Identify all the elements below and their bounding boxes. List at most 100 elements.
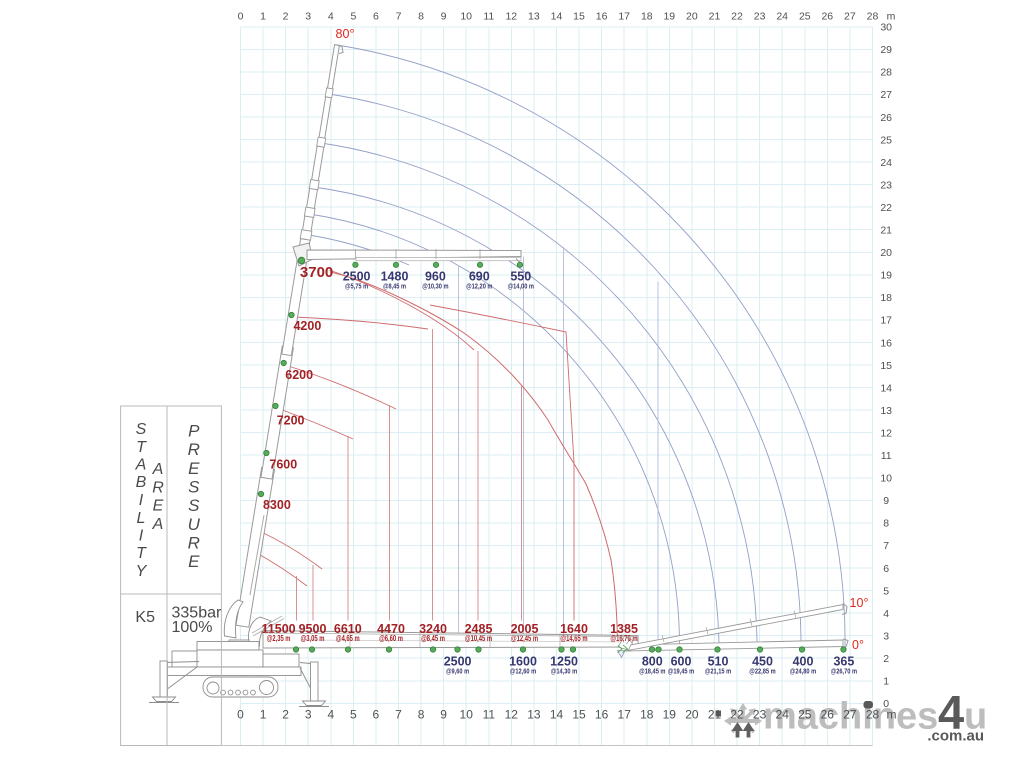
svg-text:3: 3 [305,10,311,22]
svg-text:7200: 7200 [277,414,305,428]
svg-text:960: 960 [425,270,446,284]
svg-text:@8,45 m: @8,45 m [383,282,406,291]
svg-text:@24,80 m: @24,80 m [790,667,817,676]
svg-text:K5: K5 [135,609,155,626]
svg-text:600: 600 [671,655,692,669]
svg-text:@8,45 m: @8,45 m [421,634,445,643]
svg-text:4470: 4470 [377,622,405,636]
svg-text:@5,75 m: @5,75 m [345,282,368,291]
svg-text:2485: 2485 [465,622,493,636]
svg-text:30: 30 [880,22,892,34]
svg-text:25: 25 [799,10,811,22]
svg-text:550: 550 [510,270,531,284]
svg-text:26: 26 [821,708,835,722]
svg-text:@3,05 m: @3,05 m [301,634,325,643]
svg-text:0: 0 [238,10,244,22]
svg-text:2500: 2500 [343,270,371,284]
svg-text:26: 26 [880,112,892,124]
svg-text:13: 13 [880,405,892,417]
svg-text:18: 18 [880,292,892,304]
svg-text:450: 450 [752,655,773,669]
svg-text:6200: 6200 [285,368,313,382]
svg-text:4: 4 [883,608,889,620]
svg-text:6: 6 [373,10,379,22]
svg-text:@2,35 m: @2,35 m [267,634,291,643]
svg-text:1385: 1385 [610,622,638,636]
svg-text:690: 690 [469,270,490,284]
svg-text:S: S [188,477,200,496]
svg-text:2: 2 [883,653,889,665]
svg-text:R: R [152,479,164,496]
svg-text:27: 27 [844,10,856,22]
svg-text:18: 18 [640,708,654,722]
svg-text:u: u [964,696,987,738]
svg-text:23: 23 [880,179,892,191]
svg-text:3: 3 [883,630,889,642]
svg-text:23: 23 [753,708,767,722]
svg-text:12: 12 [880,428,892,440]
svg-text:I: I [139,528,144,545]
svg-text:12: 12 [505,10,517,22]
svg-text:20: 20 [685,708,699,722]
svg-text:P: P [188,422,200,441]
svg-text:3700: 3700 [300,264,333,281]
svg-text:23: 23 [754,10,766,22]
svg-text:16: 16 [880,337,892,349]
svg-text:@12,60 m: @12,60 m [510,667,537,676]
svg-text:335bar: 335bar [172,605,222,622]
svg-text:20: 20 [686,10,698,22]
svg-text:24: 24 [880,157,892,169]
svg-text:0°: 0° [852,638,864,652]
svg-text:21: 21 [708,708,722,722]
svg-text:.com.au: .com.au [927,728,984,745]
svg-text:21: 21 [709,10,721,22]
svg-text:28: 28 [867,10,879,22]
svg-text:19: 19 [880,270,892,282]
svg-text:T: T [136,545,147,562]
svg-text:9500: 9500 [299,622,327,636]
svg-text:28: 28 [866,708,880,722]
svg-text:19: 19 [663,10,675,22]
svg-text:@19,45 m: @19,45 m [668,667,695,676]
svg-text:2: 2 [283,10,289,22]
svg-text:U: U [188,515,201,534]
svg-text:27: 27 [880,89,892,101]
svg-text:E: E [188,459,200,478]
svg-text:2500: 2500 [444,655,472,669]
svg-text:2: 2 [282,708,289,722]
svg-text:15: 15 [573,10,585,22]
svg-text:5: 5 [350,708,357,722]
svg-text:@26,70 m: @26,70 m [831,667,858,676]
svg-text:17: 17 [880,315,892,327]
svg-text:@10,45 m: @10,45 m [465,634,492,643]
svg-text:9: 9 [440,708,447,722]
svg-text:A: A [152,461,164,478]
svg-text:4: 4 [328,10,334,22]
svg-text:@12,45 m: @12,45 m [511,634,538,643]
svg-text:17: 17 [618,10,630,22]
svg-text:22: 22 [730,708,744,722]
svg-text:1480: 1480 [381,270,409,284]
svg-text:@22,85 m: @22,85 m [749,667,776,676]
svg-text:11: 11 [483,708,496,722]
svg-text:11500: 11500 [262,622,296,636]
svg-text:3240: 3240 [419,622,447,636]
svg-text:13: 13 [527,708,541,722]
svg-text:10: 10 [460,708,474,722]
svg-text:16: 16 [595,708,609,722]
svg-text:19: 19 [663,708,677,722]
svg-text:0: 0 [237,708,244,722]
svg-text:20: 20 [880,247,892,259]
svg-text:0: 0 [883,698,889,710]
svg-text:@16,70 m: @16,70 m [610,634,637,643]
svg-text:25: 25 [880,134,892,146]
svg-text:510: 510 [708,655,729,669]
svg-text:16: 16 [596,10,608,22]
svg-text:1600: 1600 [509,655,537,669]
svg-text:4: 4 [327,708,334,722]
svg-text:7: 7 [396,10,402,22]
svg-text:11: 11 [483,10,494,22]
svg-text:6610: 6610 [334,622,362,636]
svg-text:R: R [188,533,200,552]
svg-text:10: 10 [460,10,472,22]
